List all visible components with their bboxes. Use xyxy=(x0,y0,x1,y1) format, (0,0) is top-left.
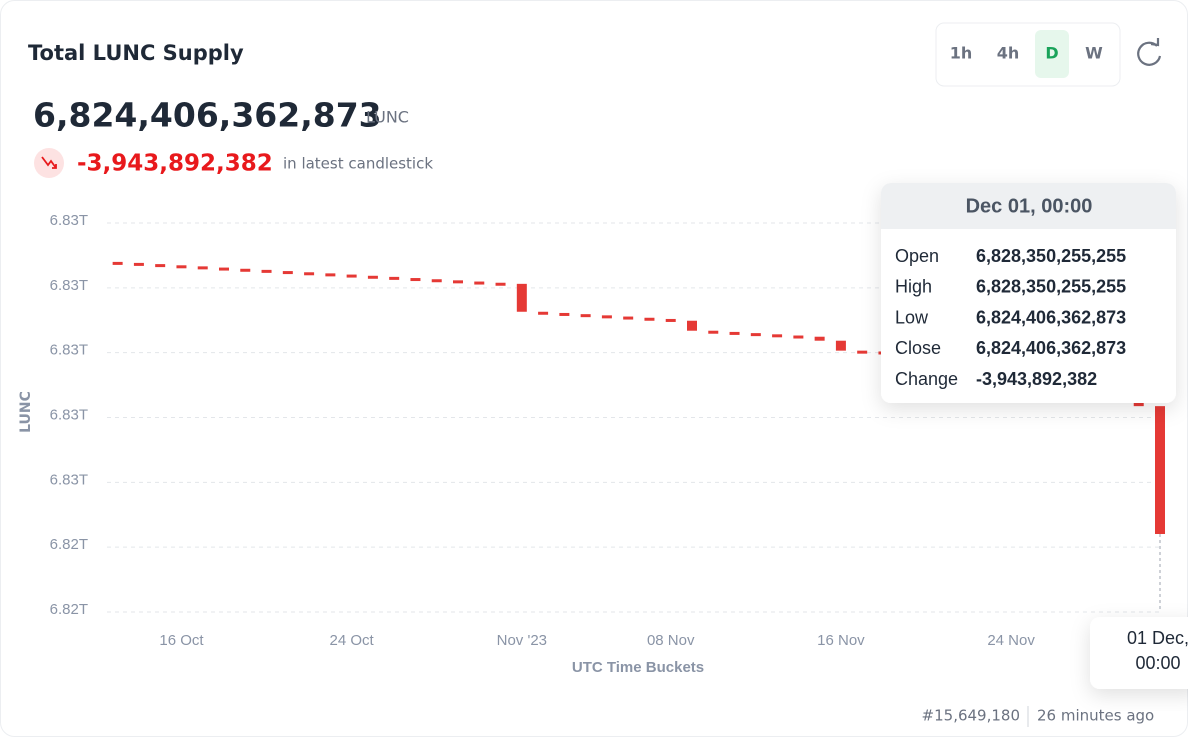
candle-body xyxy=(133,262,144,266)
change-value: -3,943,892,382 xyxy=(77,151,273,177)
unit: LUNC xyxy=(366,108,409,127)
tooltip-value: 6,828,350,255,255 xyxy=(976,246,1126,266)
candle-body xyxy=(623,316,634,320)
candle-body xyxy=(346,274,357,278)
candle-body xyxy=(197,266,208,270)
tooltip xyxy=(881,183,1176,403)
x-tick-label: 16 Oct xyxy=(159,632,204,649)
candle-body xyxy=(835,340,846,351)
candle-body xyxy=(155,264,166,268)
candle-body xyxy=(495,282,506,286)
candle-body xyxy=(772,334,783,338)
y-tick-label: 6.83T xyxy=(50,406,88,423)
x-axis-label: UTC Time Buckets xyxy=(572,659,704,676)
candle-body xyxy=(814,336,825,341)
crosshair-label: 00:00 xyxy=(1135,653,1180,673)
down-arrow xyxy=(41,156,57,169)
interval-button[interactable]: D xyxy=(1045,44,1058,63)
tooltip-box xyxy=(881,183,1176,403)
tooltip-label: Change xyxy=(895,369,958,389)
tooltip-label: High xyxy=(895,277,932,297)
candle-body xyxy=(240,268,251,272)
tooltip-header xyxy=(881,183,1176,229)
x-tick-label: 24 Oct xyxy=(330,632,375,649)
candle-body xyxy=(410,278,421,282)
candle-body xyxy=(601,315,612,319)
tooltip-value: 6,824,406,362,873 xyxy=(976,338,1126,358)
y-tick-label: 6.83T xyxy=(50,471,88,488)
crosshair-label: 01 Dec, xyxy=(1127,628,1188,648)
y-tick-label: 6.83T xyxy=(50,342,88,359)
x-tick-label: 16 Nov xyxy=(817,632,865,649)
tooltip-rows: Open 6,828,350,255,255 High 6,828,350,255,2… xyxy=(895,246,1126,389)
candle-body xyxy=(261,269,272,273)
y-tick-label: 6.83T xyxy=(50,212,88,229)
x-tick-label: Nov '23 xyxy=(497,632,547,649)
candle-body xyxy=(750,333,761,337)
plot: 6.82T 6.82T 6.83T 6.83T 6.83T 6.83T 6.83T 16 Oc… xyxy=(50,212,1165,649)
intervals: 1h 4h D W xyxy=(950,30,1103,78)
interval-button[interactable]: 4h xyxy=(997,44,1020,63)
block-number: #15,649,180 xyxy=(922,707,1020,725)
interval-button[interactable]: W xyxy=(1085,44,1103,63)
change-note: in latest candlestick xyxy=(283,155,433,173)
tooltip-value: -3,943,892,382 xyxy=(976,369,1097,389)
candle-body xyxy=(453,280,463,284)
candle-body xyxy=(474,281,485,285)
interval-button[interactable]: 1h xyxy=(950,44,973,63)
candle-body xyxy=(729,331,740,335)
x-tick-label: 08 Nov xyxy=(647,632,695,649)
x-tick-label: 24 Nov xyxy=(987,632,1035,649)
candle-body xyxy=(793,335,804,339)
candle-body xyxy=(857,350,868,354)
tooltip-label: Close xyxy=(895,338,941,358)
candle-body xyxy=(516,283,527,312)
candle-body xyxy=(687,320,697,331)
candle-body xyxy=(304,272,315,276)
candle-body xyxy=(282,271,293,275)
tooltip-label: Open xyxy=(895,246,939,266)
tooltip-title: Dec 01, 00:00 xyxy=(966,195,1093,217)
supply-value: 6,824,406,362,873 xyxy=(33,96,382,135)
candle-body xyxy=(219,267,229,271)
tooltip-value: 6,824,406,362,873 xyxy=(976,307,1126,327)
candle-body xyxy=(325,273,336,277)
crosshair-label-box xyxy=(1090,617,1188,689)
candle-body xyxy=(665,318,676,322)
y-tick-label: 6.82T xyxy=(50,536,88,553)
tooltip-label: Low xyxy=(895,307,929,327)
candle-body xyxy=(580,314,591,318)
candle-body xyxy=(1155,406,1165,534)
refresh-arrow xyxy=(1150,38,1160,47)
candle-body xyxy=(389,276,400,280)
interval-active-bg xyxy=(1035,30,1069,78)
candle-body xyxy=(431,279,442,283)
candle-body xyxy=(538,311,549,315)
updated-age: 26 minutes ago xyxy=(1037,707,1154,725)
y-tick-label: 6.83T xyxy=(50,277,88,294)
candle-body xyxy=(559,312,570,316)
candle-body xyxy=(708,330,719,334)
interval-group xyxy=(935,22,1121,87)
candle-body xyxy=(112,261,123,265)
y-axis-label: LUNC xyxy=(18,391,34,433)
candle-body xyxy=(644,317,655,321)
title: Total LUNC Supply xyxy=(28,41,244,65)
refresh-button[interactable] xyxy=(1137,41,1162,66)
candle-body xyxy=(176,265,187,269)
candle-body xyxy=(367,275,378,279)
y-tick-label: 6.82T xyxy=(50,601,88,618)
tooltip-value: 6,828,350,255,255 xyxy=(976,277,1126,297)
